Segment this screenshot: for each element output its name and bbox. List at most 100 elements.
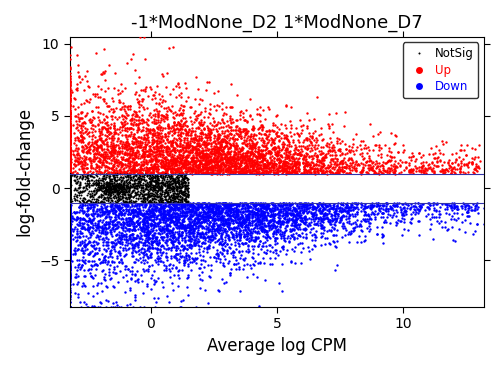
Point [251,202,259,208]
Point [190,136,198,142]
Point [252,222,260,228]
Point [155,145,163,150]
Point [126,177,134,183]
Point [310,231,318,237]
Point [221,219,229,224]
Point [106,183,114,189]
Point [269,211,277,217]
Point [281,162,289,168]
Point [257,226,265,231]
Point [366,215,374,221]
Point [105,180,113,186]
Point [153,138,161,144]
Point [180,225,188,231]
Point [109,207,117,213]
Point [145,157,153,162]
Point [174,165,182,171]
Point [230,162,238,168]
Point [129,173,137,179]
Point [162,226,170,231]
Point [138,120,146,126]
Point [167,217,175,223]
Point [303,135,311,141]
Point [134,209,142,215]
Point [186,233,194,239]
Point [183,186,191,192]
Point [271,131,279,137]
Point [92,145,100,150]
Point [156,196,164,202]
Point [330,232,338,238]
Point [161,180,169,186]
Point [280,168,288,174]
Point [178,237,186,243]
Point [473,206,481,212]
Point [170,185,178,191]
Point [188,145,196,151]
Point [365,220,373,226]
Point [275,218,283,224]
Point [186,219,194,224]
Point [181,186,189,192]
Point [66,66,74,72]
Point [141,242,149,248]
Point [158,225,166,231]
Point [114,205,122,211]
Point [164,182,172,188]
Point [223,205,231,211]
Point [235,170,243,176]
Point [66,192,74,197]
Point [279,221,287,227]
Point [150,149,158,155]
Point [259,157,267,163]
Point [66,216,74,222]
Point [317,157,325,163]
Point [154,207,162,213]
Point [168,197,176,203]
Point [209,158,217,164]
Point [75,152,83,158]
Point [177,203,185,209]
Point [107,139,115,145]
Point [185,227,193,233]
Point [132,167,140,173]
Point [249,158,257,164]
Point [195,165,203,170]
Point [233,166,241,172]
Point [217,164,225,170]
Point [417,168,425,174]
Point [343,200,351,206]
Point [81,180,89,186]
Point [240,166,248,172]
Point [223,160,231,165]
Point [260,249,268,255]
Point [165,164,173,169]
Point [299,155,307,161]
Point [219,220,227,226]
Point [183,199,191,205]
Point [215,208,223,214]
Point [209,163,217,169]
Point [86,231,94,237]
Point [150,238,158,244]
Point [172,84,180,89]
Point [93,145,101,151]
Point [168,166,176,172]
Point [80,119,88,125]
Point [275,212,283,218]
Point [144,184,152,190]
Point [271,167,279,173]
Point [123,126,131,131]
Point [112,183,120,189]
Point [119,186,127,192]
Point [118,259,126,265]
Point [66,230,74,235]
Point [144,194,152,200]
Point [225,145,233,151]
Point [171,169,179,175]
Point [180,103,188,109]
Point [164,157,172,163]
Point [203,151,211,157]
Point [92,171,100,177]
Point [198,234,206,240]
